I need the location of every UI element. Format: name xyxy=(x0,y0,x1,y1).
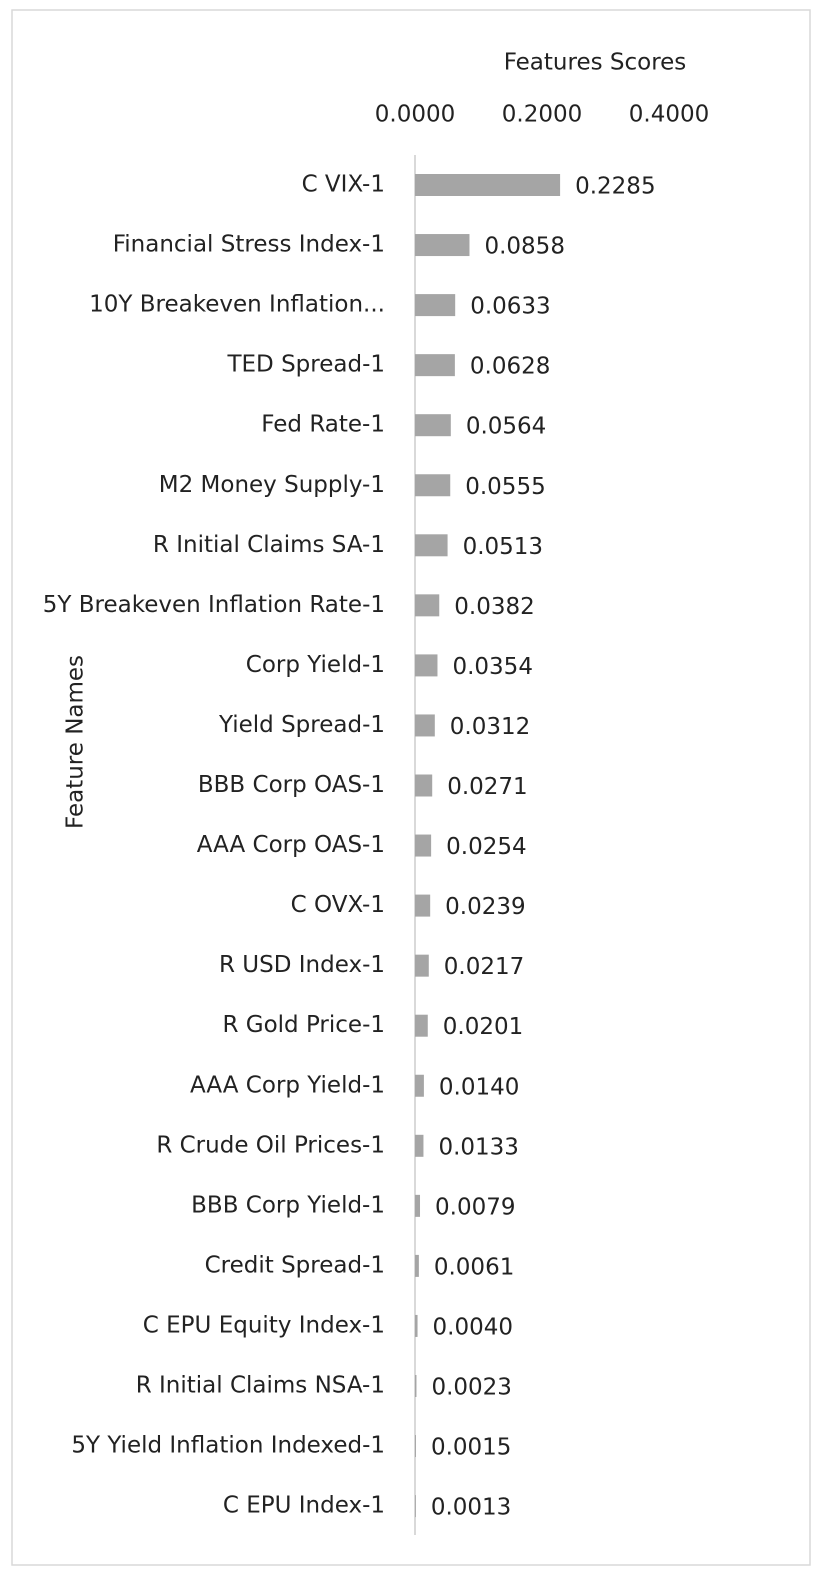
value-label: 0.0201 xyxy=(443,1014,523,1040)
bar xyxy=(415,954,429,977)
bar xyxy=(415,414,451,437)
x-tick-label: 0.4000 xyxy=(629,102,709,128)
value-label: 0.0513 xyxy=(463,534,543,560)
bar xyxy=(415,1074,424,1097)
value-label: 0.0040 xyxy=(433,1314,513,1340)
value-label: 0.0239 xyxy=(445,894,525,920)
y-tick-label: Fed Rate-1 xyxy=(261,412,385,438)
y-tick-label: R USD Index-1 xyxy=(219,952,385,978)
bar xyxy=(415,1495,416,1518)
bar xyxy=(415,774,433,797)
chart-frame xyxy=(11,9,811,1566)
value-label: 0.0061 xyxy=(434,1254,514,1280)
bar xyxy=(415,1134,424,1157)
y-tick-label: BBB Corp Yield-1 xyxy=(191,1192,385,1218)
bar xyxy=(415,174,561,196)
bar xyxy=(415,534,448,557)
bar xyxy=(415,294,456,317)
y-tick-label: R Crude Oil Prices-1 xyxy=(156,1132,385,1158)
y-tick-label: 5Y Yield Inflation Indexed-1 xyxy=(71,1433,385,1459)
bar xyxy=(415,1314,418,1337)
bar xyxy=(415,894,431,917)
value-label: 0.0217 xyxy=(444,954,524,980)
y-tick-label: R Gold Price-1 xyxy=(222,1012,385,1038)
bar xyxy=(415,594,440,617)
value-label: 0.0354 xyxy=(452,654,532,680)
value-label: 0.0023 xyxy=(431,1375,511,1401)
value-label: 0.0555 xyxy=(465,474,545,500)
y-axis-title: Feature Names xyxy=(63,655,89,829)
x-tick-label: 0.0000 xyxy=(375,102,455,128)
bar xyxy=(415,474,451,497)
value-label: 0.0133 xyxy=(438,1134,518,1160)
y-tick-label: BBB Corp OAS-1 xyxy=(198,772,385,798)
value-label: 0.0628 xyxy=(470,354,550,380)
bar xyxy=(415,714,435,737)
value-label: 0.0382 xyxy=(454,594,534,620)
y-tick-label: C EPU Index-1 xyxy=(223,1493,385,1519)
bar xyxy=(415,1375,417,1397)
value-label: 0.0013 xyxy=(431,1495,511,1521)
bar xyxy=(415,354,455,377)
x-axis-title: Features Scores xyxy=(504,50,687,76)
value-label: 0.2285 xyxy=(575,174,655,200)
y-tick-label: M2 Money Supply-1 xyxy=(159,472,385,498)
bar xyxy=(415,1435,416,1458)
y-tick-label: 10Y Breakeven Inflation... xyxy=(89,292,385,318)
y-tick-label: Financial Stress Index-1 xyxy=(113,232,385,258)
bar xyxy=(415,834,432,857)
y-tick-label: R Initial Claims SA-1 xyxy=(153,532,385,558)
y-tick-label: Corp Yield-1 xyxy=(246,652,385,678)
bar xyxy=(415,1254,419,1277)
value-label: 0.0633 xyxy=(470,294,550,320)
y-tick-label: Credit Spread-1 xyxy=(205,1252,385,1278)
y-tick-label: R Initial Claims NSA-1 xyxy=(136,1373,385,1399)
y-tick-label: C VIX-1 xyxy=(302,172,385,198)
value-label: 0.0312 xyxy=(450,714,530,740)
x-tick-label: 0.2000 xyxy=(502,102,582,128)
y-tick-label: C EPU Equity Index-1 xyxy=(143,1312,385,1338)
bar xyxy=(415,654,438,677)
value-label: 0.0564 xyxy=(466,414,546,440)
value-label: 0.0140 xyxy=(439,1074,519,1100)
value-label: 0.0858 xyxy=(484,234,564,260)
y-tick-label: TED Spread-1 xyxy=(226,352,385,378)
bar xyxy=(415,1014,428,1037)
bar xyxy=(415,234,470,257)
y-tick-label: 5Y Breakeven Inflation Rate-1 xyxy=(43,592,385,618)
value-label: 0.0254 xyxy=(446,834,526,860)
y-tick-label: AAA Corp OAS-1 xyxy=(197,832,385,858)
bar xyxy=(415,1194,421,1217)
value-label: 0.0079 xyxy=(435,1194,515,1220)
y-tick-label: C OVX-1 xyxy=(291,892,385,918)
value-label: 0.0015 xyxy=(431,1435,511,1461)
value-label: 0.0271 xyxy=(447,774,527,800)
y-tick-label: Yield Spread-1 xyxy=(218,712,385,738)
y-tick-label: AAA Corp Yield-1 xyxy=(190,1072,385,1098)
